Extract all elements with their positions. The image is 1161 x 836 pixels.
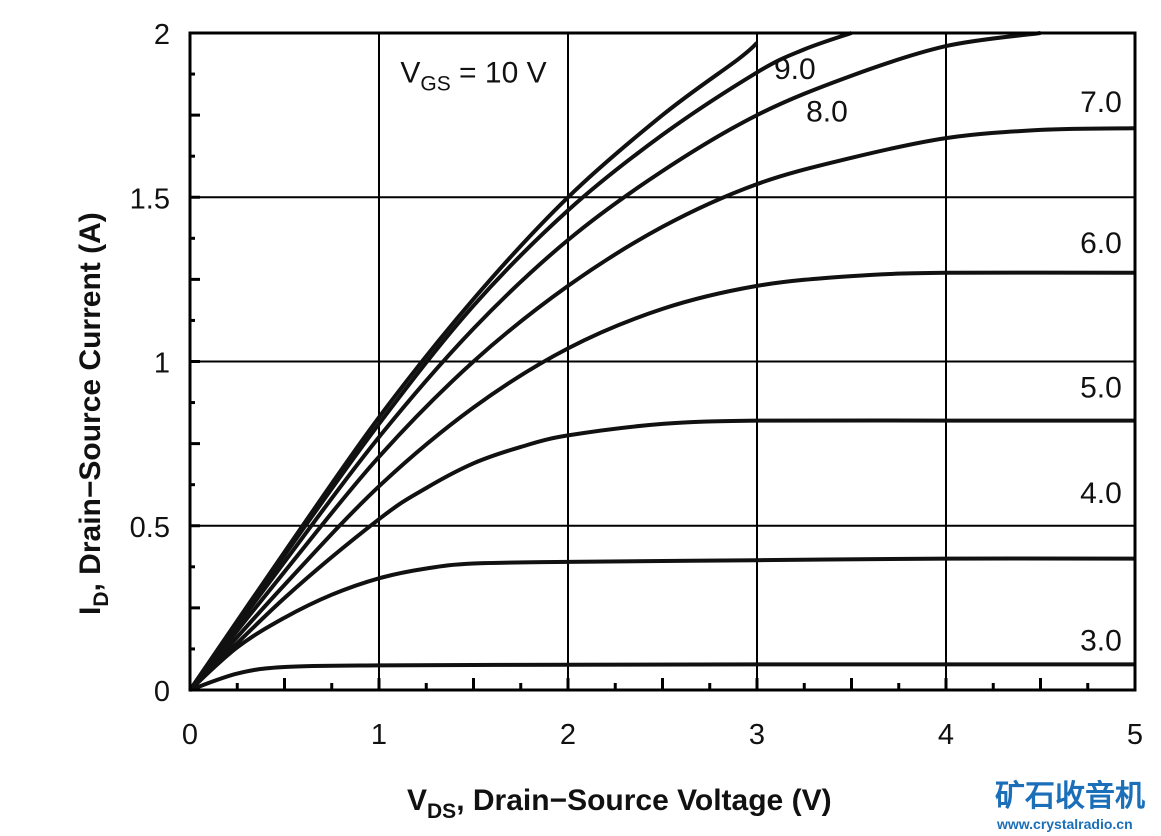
y-tick-label: 2 xyxy=(154,19,170,51)
curve-vgs-5-0 xyxy=(188,418,1135,692)
x-tick-label: 5 xyxy=(1127,719,1143,751)
curve-label-4-0: 4.0 xyxy=(1080,477,1122,510)
curve-vgs-9-0 xyxy=(188,31,853,692)
y-tick-labels: 0 0.5 1 1.5 2 xyxy=(130,19,170,708)
curves xyxy=(188,31,1136,692)
curve-vgs-6-0 xyxy=(188,270,1136,692)
curve-label-5-0: 5.0 xyxy=(1080,372,1122,405)
x-axis-title: VDS, Drain−Source Voltage (V) xyxy=(407,784,832,823)
minor-ticks xyxy=(188,31,1137,692)
curve-label-3-0: 3.0 xyxy=(1080,625,1122,658)
curve-label-6-0: 6.0 xyxy=(1080,227,1122,260)
x-tick-label: 4 xyxy=(938,719,954,751)
x-tick-label: 2 xyxy=(560,719,576,751)
curve-vgs-4-0 xyxy=(188,556,1136,692)
watermark-logo: 矿石收音机 xyxy=(995,779,1145,814)
curve-vgs-8-0 xyxy=(188,31,1041,692)
grid xyxy=(190,33,1135,690)
y-tick-label: 0 xyxy=(154,676,170,708)
x-tick-label: 1 xyxy=(371,719,387,751)
curve-vgs-3-0 xyxy=(189,662,1135,692)
curve-labels: 3.0 4.0 5.0 6.0 7.0 8.0 9.0 xyxy=(774,53,1122,658)
watermark-url: www.crystalradio.cn xyxy=(996,816,1133,832)
curve-label-9-0: 9.0 xyxy=(774,53,816,86)
y-tick-label: 1.5 xyxy=(130,183,170,215)
y-tick-label: 0.5 xyxy=(130,512,170,544)
y-tick-label: 1 xyxy=(154,348,170,380)
x-tick-label: 0 xyxy=(182,719,198,751)
curve-label-7-0: 7.0 xyxy=(1080,86,1122,119)
curve-vgs-10 xyxy=(188,41,759,692)
plot-frame xyxy=(188,31,1137,692)
curve-label-8-0: 8.0 xyxy=(806,96,848,129)
curve-vgs-7-0 xyxy=(188,126,1136,692)
x-tick-labels: 0 1 2 3 4 5 xyxy=(182,719,1143,751)
vgs-annotation: VGS = 10 V xyxy=(400,56,546,95)
x-tick-label: 3 xyxy=(749,719,765,751)
y-axis-title: ID, Drain−Source Current (A) xyxy=(74,212,113,615)
